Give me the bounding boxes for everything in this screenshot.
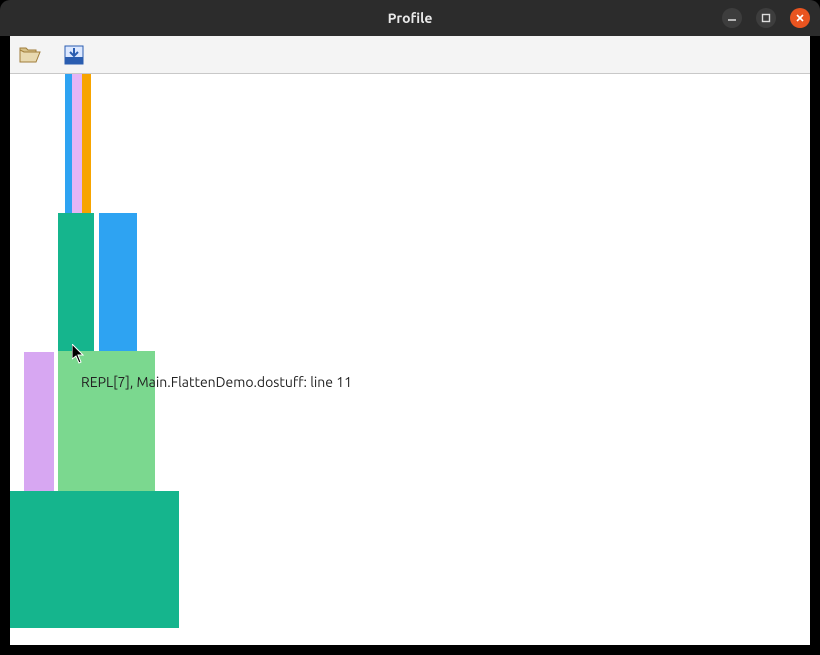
flame-bar-mid-left-lilac[interactable] — [24, 352, 54, 491]
open-file-button[interactable] — [18, 43, 42, 67]
flame-bar-mid-green[interactable] — [58, 351, 155, 491]
save-inbox-icon — [64, 45, 84, 65]
maximize-icon — [761, 13, 771, 23]
titlebar[interactable]: Profile — [0, 0, 820, 36]
flame-bar-upper-blue[interactable] — [99, 213, 137, 351]
flame-bar-upper-teal[interactable] — [58, 213, 94, 351]
flame-bar-top-orange[interactable] — [82, 74, 91, 213]
client-area: REPL[7], Main.FlattenDemo.dostuff: line … — [10, 36, 810, 645]
flame-bar-top-lilac[interactable] — [72, 74, 82, 213]
toolbar — [10, 36, 810, 74]
window-title: Profile — [0, 10, 820, 26]
flame-bar-top-blue[interactable] — [65, 74, 72, 213]
flame-graph-canvas[interactable]: REPL[7], Main.FlattenDemo.dostuff: line … — [10, 74, 810, 645]
close-button[interactable] — [790, 8, 810, 28]
window-controls — [722, 8, 810, 28]
minimize-icon — [727, 13, 737, 23]
maximize-button[interactable] — [756, 8, 776, 28]
close-icon — [795, 13, 805, 23]
minimize-button[interactable] — [722, 8, 742, 28]
app-window: Profile — [0, 0, 820, 655]
save-button[interactable] — [62, 43, 86, 67]
folder-open-icon — [19, 45, 41, 65]
flame-bar-root[interactable] — [10, 491, 179, 628]
